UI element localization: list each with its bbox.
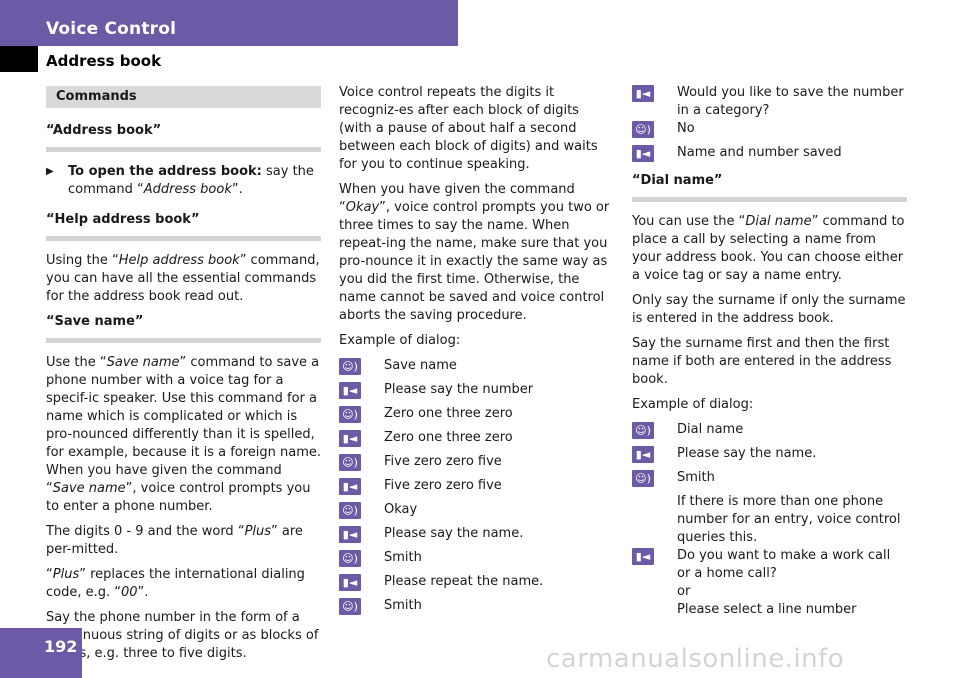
dialog-text: Do you want to make a work call or a hom…: [677, 548, 891, 581]
system-speaking-icon: ▮◄: [339, 574, 361, 591]
heading-rule: [46, 338, 321, 343]
dialog-text: Name and number saved: [677, 145, 842, 160]
user-speaking-icon: ☺): [339, 550, 361, 567]
user-speaking-icon: ☺): [339, 406, 361, 423]
dialog-text: Would you like to save the number in a c…: [677, 85, 904, 118]
column-2: Voice control repeats the digits it reco…: [339, 84, 614, 621]
digits-paragraph: The digits 0 - 9 and the word “Plus” are…: [46, 524, 303, 557]
plus-paragraph: “Plus” replaces the international dialin…: [46, 567, 305, 600]
system-speaking-icon: ▮◄: [339, 430, 361, 447]
dialog-text: No: [677, 121, 695, 136]
dialog-line: ☺) Zero one three zero: [339, 405, 614, 429]
heading-rule: [46, 236, 321, 241]
heading-dial-name: “Dial name”: [632, 173, 723, 188]
repeat-digits-paragraph: Voice control repeats the digits it reco…: [339, 85, 598, 172]
dialog-line: ☺) Smith: [339, 549, 614, 573]
dialog-save-name: ☺) Save name ▮◄ Please say the number ☺) Zero…: [339, 357, 614, 621]
dialog-text: Please say the name.: [384, 526, 524, 541]
column-1: Commands “Address book” ▶ To open the ad…: [46, 84, 321, 670]
heading-address-book: “Address book”: [46, 123, 162, 138]
heading-help-address-book: “Help address book”: [46, 212, 200, 227]
dialog-line: ☺) Smith: [339, 597, 614, 621]
page-number-box: [0, 628, 82, 678]
dialog-text: Okay: [384, 502, 418, 517]
dialog-text: Dial name: [677, 422, 744, 437]
dialog-line: ☺) Smith: [632, 469, 907, 493]
surname-paragraph: Only say the surname if only the surname…: [632, 293, 906, 326]
user-speaking-icon: ☺): [632, 121, 654, 138]
dialog-line: ▮◄ Zero one three zero: [339, 429, 614, 453]
dialog-line: ☺) No: [632, 120, 907, 144]
watermark: carmanualsonline.info: [546, 644, 845, 674]
dialog-line: If there is more than one phone number f…: [632, 493, 907, 547]
dialog-text: Smith: [384, 598, 422, 613]
section-title: Address book: [46, 52, 162, 70]
dialog-line: ☺) Dial name: [632, 421, 907, 445]
dialog-line: ▮◄ Please say the name.: [632, 445, 907, 469]
chapter-title: Voice Control: [46, 19, 177, 39]
user-speaking-icon: ☺): [339, 502, 361, 519]
dialog-text: Please say the number: [384, 382, 534, 397]
dial-name-paragraph: You can use the “Dial name” command to p…: [632, 214, 905, 283]
dialog-text: Zero one three zero: [384, 406, 513, 421]
dialog-line: ▮◄ Please say the number: [339, 381, 614, 405]
system-speaking-icon: ▮◄: [632, 145, 654, 162]
dialog-text: Five zero zero five: [384, 454, 502, 469]
dialog-line: ▮◄ Would you like to save the number in a…: [632, 84, 907, 120]
heading-rule: [46, 147, 321, 152]
dialog-text: Please repeat the name.: [384, 574, 544, 589]
example-label: Example of dialog:: [632, 397, 754, 412]
dialog-text: Save name: [384, 358, 457, 373]
user-speaking-icon: ☺): [632, 422, 654, 439]
user-speaking-icon: ☺): [339, 358, 361, 375]
dialog-line: ▮◄ Name and number saved: [632, 144, 907, 168]
user-speaking-icon: ☺): [632, 470, 654, 487]
system-speaking-icon: ▮◄: [339, 382, 361, 399]
user-speaking-icon: ☺): [339, 598, 361, 615]
bullet-arrow-icon: ▶: [46, 166, 54, 177]
surname-first-paragraph: Say the surname first and then the first…: [632, 336, 892, 387]
dialog-line: ☺) Okay: [339, 501, 614, 525]
dialog-text: If there is more than one phone number f…: [677, 494, 901, 545]
instruction-open-address-book: ▶ To open the address book: say the comm…: [46, 163, 321, 199]
header-bar: [0, 0, 458, 46]
system-speaking-icon: ▮◄: [632, 548, 654, 565]
heading-rule: [632, 197, 907, 202]
save-name-paragraph: Use the “Save name” command to save a ph…: [46, 355, 322, 514]
page-number: 192: [44, 637, 78, 656]
dialog-line: ▮◄ Do you want to make a work call or a …: [632, 547, 907, 619]
system-speaking-icon: ▮◄: [339, 526, 361, 543]
dialog-dial-name: ☺) Dial name ▮◄ Please say the name. ☺) Smith…: [632, 421, 907, 547]
say-phone-paragraph: Say the phone number in the form of a co…: [46, 610, 319, 661]
help-paragraph: Using the “Help address book” command, y…: [46, 253, 320, 304]
dialog-text: Zero one three zero: [384, 430, 513, 445]
section-tab-marker: [0, 46, 38, 72]
dialog-line: ▮◄ Please repeat the name.: [339, 573, 614, 597]
example-label: Example of dialog:: [339, 333, 461, 348]
dialog-line: ▮◄ Five zero zero five: [339, 477, 614, 501]
dialog-line: ▮◄ Please say the name.: [339, 525, 614, 549]
column-3: ▮◄ Would you like to save the number in a…: [632, 84, 907, 619]
dialog-text: Smith: [677, 470, 715, 485]
dialog-continued: ▮◄ Would you like to save the number in a…: [632, 84, 907, 168]
instruction-text: To open the address book: say the comman…: [68, 164, 314, 197]
dialog-text: Please say the name.: [677, 446, 817, 461]
dialog-line: ☺) Five zero zero five: [339, 453, 614, 477]
dialog-text: Please select a line number: [677, 602, 857, 617]
heading-save-name: “Save name”: [46, 314, 144, 329]
system-speaking-icon: ▮◄: [632, 85, 654, 102]
system-speaking-icon: ▮◄: [632, 446, 654, 463]
dialog-text: Five zero zero five: [384, 478, 502, 493]
dialog-text: or: [677, 584, 691, 599]
system-speaking-icon: ▮◄: [339, 478, 361, 495]
dialog-text: Smith: [384, 550, 422, 565]
okay-paragraph: When you have given the command “Okay”, …: [339, 182, 610, 323]
user-speaking-icon: ☺): [339, 454, 361, 471]
commands-box: Commands: [46, 86, 321, 108]
dialog-line: ☺) Save name: [339, 357, 614, 381]
